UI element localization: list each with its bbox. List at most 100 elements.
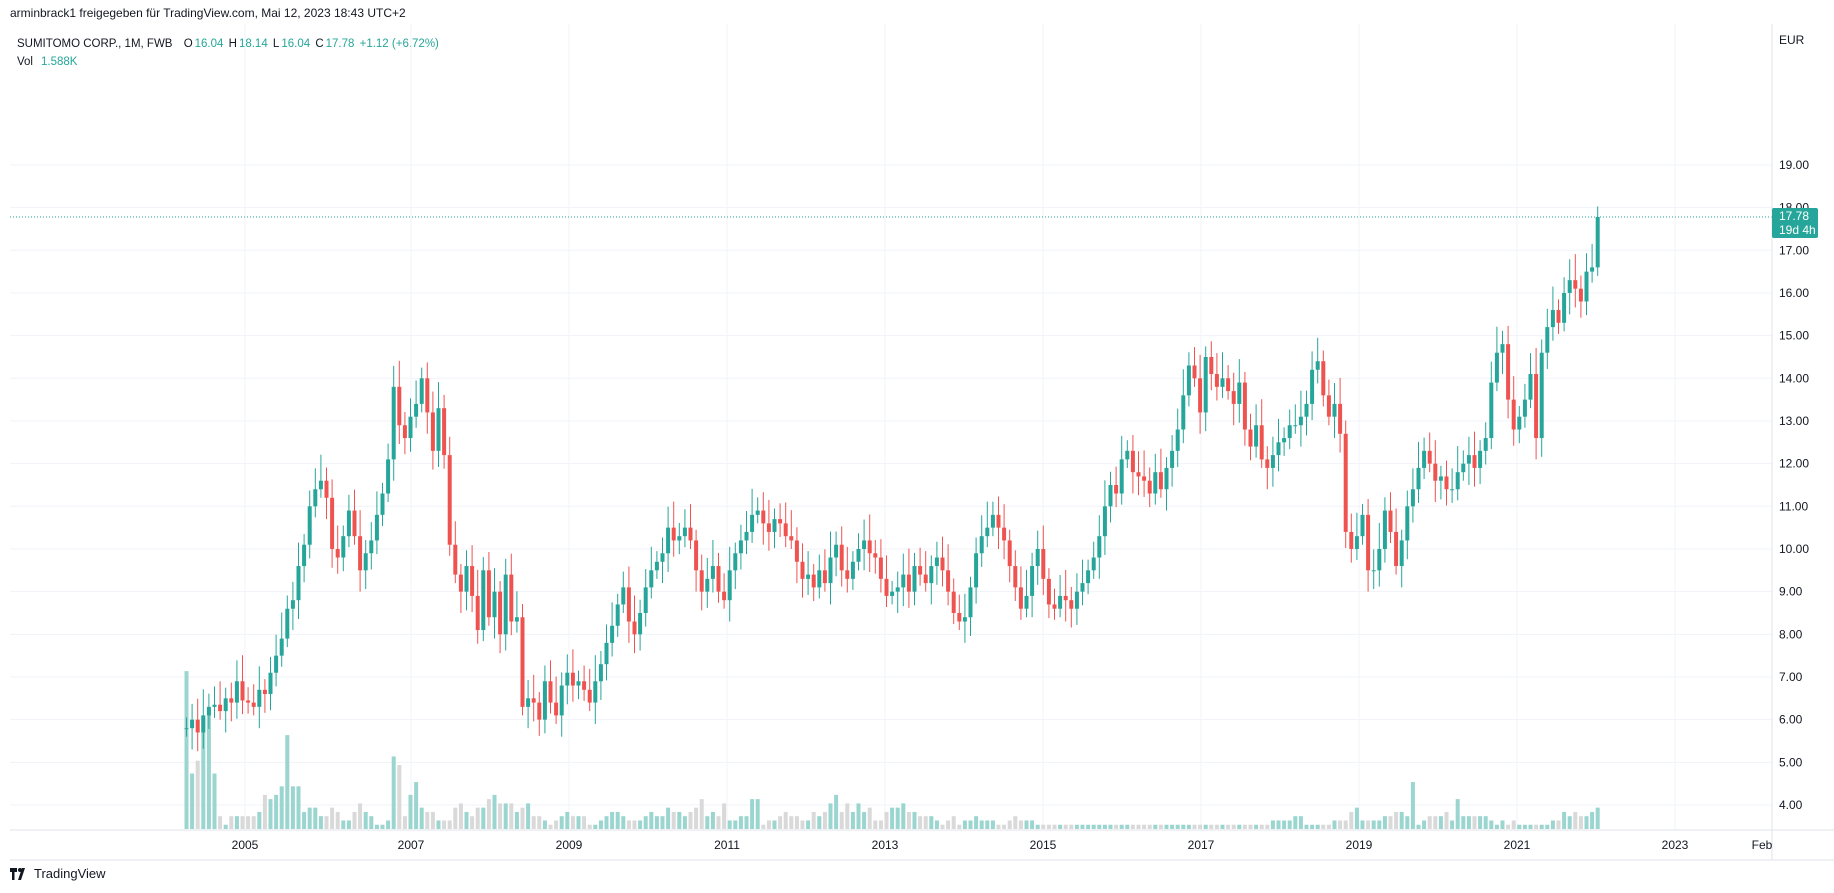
candle-body: [1119, 459, 1124, 494]
candle-body: [302, 544, 307, 567]
volume-bar: [1041, 824, 1046, 829]
candle-body: [464, 566, 469, 592]
candle-body: [1293, 425, 1298, 427]
candle-body: [218, 704, 223, 712]
candle-body: [1259, 425, 1264, 460]
volume-bar: [554, 820, 559, 829]
candle-body: [1248, 429, 1253, 447]
volume-bar: [262, 794, 267, 829]
candle-body: [705, 578, 710, 592]
volume-bar: [1226, 824, 1231, 829]
volume-bar: [363, 811, 368, 829]
candle-body: [649, 570, 654, 588]
volume-bar: [425, 811, 430, 829]
candle-body: [526, 698, 531, 707]
candle-body: [918, 566, 923, 575]
price-tick-label: 10.00: [1779, 542, 1809, 556]
volume-bar: [867, 807, 872, 829]
price-tick-label: 17.00: [1779, 243, 1809, 257]
candle-body: [1506, 344, 1511, 400]
volume-bar: [822, 811, 827, 829]
volume-bar: [1186, 824, 1191, 829]
volume-bar: [1147, 824, 1152, 829]
candle-body: [604, 642, 609, 665]
volume-bar: [1494, 824, 1499, 829]
candle-body: [1500, 344, 1505, 353]
candle-body: [1326, 395, 1331, 417]
candle-body: [324, 480, 329, 498]
volume-bar: [414, 782, 419, 829]
volume-bar: [705, 816, 710, 829]
price-tick-label: 8.00: [1779, 627, 1803, 641]
volume-bar: [492, 794, 497, 829]
tradingview-footer[interactable]: TradingView: [10, 866, 106, 881]
volume-bar: [1220, 824, 1225, 829]
candle-body: [1091, 557, 1096, 571]
price-axis-ticks: 19.0018.0017.0016.0015.0014.0013.0012.00…: [1779, 158, 1809, 812]
volume-bar: [1595, 807, 1600, 829]
candle-body: [246, 700, 251, 703]
volume-bar: [1427, 816, 1432, 829]
volume-bar: [839, 811, 844, 829]
candle-body: [554, 702, 559, 716]
volume-bar: [458, 803, 463, 829]
candle-body: [1310, 369, 1315, 404]
volume-bar: [621, 816, 626, 829]
volume-bar: [402, 816, 407, 829]
price-tick-label: 9.00: [1779, 585, 1803, 599]
volume-bar: [1248, 824, 1253, 829]
volume-bar: [990, 820, 995, 829]
volume-bar: [212, 773, 217, 829]
volume-bar: [789, 816, 794, 829]
candle-body: [374, 514, 379, 541]
volume-row: Vol 1.588K: [17, 53, 441, 71]
candle-body: [1018, 587, 1023, 609]
candle-body: [974, 553, 979, 588]
candle-body: [873, 553, 878, 558]
volume-bar: [531, 816, 536, 829]
volume-bar: [1522, 824, 1527, 829]
candle-body: [307, 506, 312, 545]
volume-bar: [1058, 824, 1063, 829]
volume-bar: [766, 820, 771, 829]
candle-body: [397, 386, 402, 426]
volume-bar: [1270, 820, 1275, 829]
currency-label: EUR: [1779, 33, 1805, 47]
candle-body: [839, 544, 844, 571]
candle-body: [626, 587, 631, 622]
volume-bar: [1298, 816, 1303, 829]
volume-bar: [481, 807, 486, 829]
volume-bar: [537, 816, 542, 829]
low-value: 16.04: [281, 38, 311, 50]
volume-bar: [1371, 820, 1376, 829]
volume-bar: [996, 824, 1001, 829]
volume-bar: [290, 786, 295, 829]
volume-bar: [1556, 820, 1561, 829]
candle-body: [828, 557, 833, 584]
candle-body: [206, 706, 211, 716]
candle-body: [789, 536, 794, 541]
volume-bar: [240, 816, 245, 829]
high-label: H: [228, 38, 237, 50]
volume-bar: [1108, 824, 1113, 829]
volume-bar: [598, 820, 603, 829]
candle-body: [1360, 514, 1365, 537]
volume-bar: [1310, 824, 1315, 829]
chart-grid: [10, 24, 1772, 830]
volume-bar: [1237, 824, 1242, 829]
candle-body: [716, 566, 721, 592]
candle-body: [890, 591, 895, 596]
candle-body: [1416, 467, 1421, 490]
candle-body: [1181, 395, 1186, 430]
volume-bar: [1007, 820, 1012, 829]
candle-body: [1394, 531, 1399, 567]
volume-bar: [1562, 811, 1567, 829]
candle-body: [1405, 506, 1410, 541]
time-tick-label: Feb: [1752, 838, 1773, 852]
volume-bar: [1259, 824, 1264, 829]
candle-body: [632, 621, 637, 635]
candle-body: [1198, 378, 1203, 413]
candle-body: [621, 587, 626, 605]
volume-bar: [1321, 824, 1326, 829]
